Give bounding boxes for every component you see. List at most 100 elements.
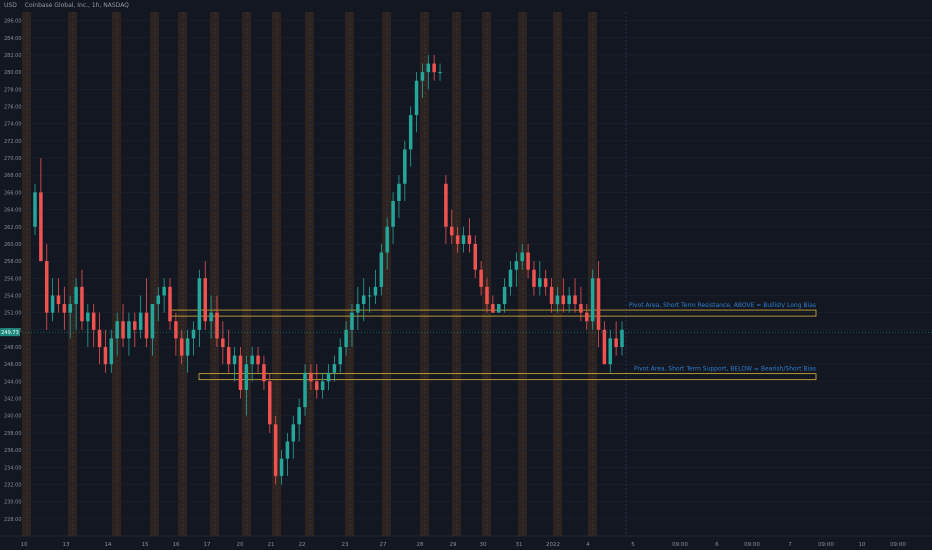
candle-body: [156, 295, 161, 305]
candle-body: [86, 312, 90, 322]
candle-body: [109, 338, 114, 365]
y-tick-label: 276.00: [4, 104, 22, 110]
candle-body: [450, 226, 454, 236]
candle-body: [438, 72, 442, 74]
y-tick-label: 252.00: [4, 311, 22, 317]
candle-body: [526, 252, 530, 270]
candle-body: [485, 286, 489, 305]
x-tick-label: 29: [450, 542, 457, 548]
session-band: [68, 12, 77, 536]
x-tick-label: 7: [788, 542, 792, 548]
candle-body: [33, 192, 37, 227]
candle-body: [215, 312, 219, 339]
candle-body: [320, 381, 325, 390]
current-price-badge: [0, 328, 20, 337]
x-tick-label: 6: [715, 542, 719, 548]
session-band: [210, 12, 219, 536]
x-tick-label: 10: [859, 542, 866, 548]
currency-label: USD: [4, 2, 17, 9]
y-tick-label: 228.00: [4, 517, 22, 523]
x-tick-label: 23: [342, 542, 349, 548]
x-tick-label: 5: [631, 542, 635, 548]
support-zone-label: Pivot Area, Short Term Support, BELOW = …: [634, 366, 816, 373]
x-tick-label: 09:00: [672, 542, 688, 548]
candle-body: [549, 286, 554, 305]
session-band: [242, 12, 251, 536]
x-tick-label: 27: [380, 542, 387, 548]
candle-body: [361, 295, 366, 305]
candle-body: [614, 338, 618, 348]
candle-body: [620, 329, 624, 348]
candle-body: [209, 312, 213, 322]
session-band: [22, 12, 31, 536]
x-tick-label: 28: [417, 542, 424, 548]
candle-body: [356, 304, 360, 313]
y-tick-label: 268.00: [4, 173, 22, 179]
candle-body: [479, 269, 483, 287]
candle-body: [408, 115, 413, 150]
candle-body: [502, 286, 507, 305]
y-tick-label: 260.00: [4, 242, 22, 248]
y-tick-label: 274.00: [4, 122, 22, 128]
session-band: [305, 12, 314, 536]
candle-body: [403, 149, 407, 184]
candle-body: [491, 304, 495, 313]
candle-body: [385, 226, 389, 253]
x-tick-label: 13: [63, 542, 70, 548]
y-tick-label: 232.00: [4, 482, 22, 488]
candle-body: [602, 329, 607, 365]
candle-body: [532, 269, 536, 287]
candle-body: [432, 63, 436, 73]
candle-body: [579, 304, 583, 313]
candle-body: [74, 286, 78, 305]
candle-body: [80, 286, 84, 322]
session-band: [518, 12, 527, 536]
y-tick-label: 238.00: [4, 431, 22, 437]
candle-body: [567, 295, 571, 305]
candle-body: [326, 372, 331, 382]
candle-body: [127, 321, 131, 339]
symbol-title: Coinbase Global, Inc., 1h, NASDAQ: [24, 2, 129, 9]
x-tick-label: 16: [173, 542, 180, 548]
session-band: [178, 12, 187, 536]
y-tick-label: 248.00: [4, 345, 22, 351]
candle-body: [585, 312, 589, 322]
session-band: [452, 12, 461, 536]
y-tick-label: 254.00: [4, 293, 22, 299]
y-tick-label: 284.00: [4, 36, 22, 42]
candle-body: [285, 441, 290, 459]
y-tick-label: 258.00: [4, 259, 22, 265]
session-band: [150, 12, 159, 536]
session-band: [112, 12, 121, 536]
candle-body: [115, 321, 119, 339]
candle-body: [473, 243, 478, 270]
session-band: [420, 12, 429, 536]
candle-body: [244, 364, 249, 390]
candle-body: [508, 269, 513, 287]
candle-body: [191, 329, 196, 339]
support-zone: [198, 373, 817, 381]
candle-body: [174, 321, 178, 339]
candle-body: [162, 286, 166, 296]
candle-body: [238, 355, 243, 390]
y-tick-label: 272.00: [4, 139, 22, 145]
x-tick-label: 20: [237, 542, 244, 548]
candle-body: [496, 304, 501, 313]
x-tick-label: 09:00: [744, 542, 760, 548]
candle-body: [62, 304, 67, 313]
candle-body: [555, 295, 560, 305]
candle-body: [303, 372, 307, 408]
candle-body: [444, 183, 448, 227]
candle-body: [203, 278, 207, 322]
candle-body: [279, 458, 284, 476]
candle-body: [150, 304, 155, 339]
x-tick-label: 17: [204, 542, 211, 548]
y-tick-label: 286.00: [4, 19, 22, 25]
candle-body: [185, 338, 190, 356]
y-tick-label: 242.00: [4, 397, 22, 403]
candle-body: [596, 278, 601, 330]
chart-header: USD Coinbase Global, Inc., 1h, NASDAQ: [4, 2, 135, 9]
candle-body: [144, 312, 149, 339]
candle-body: [39, 192, 43, 262]
